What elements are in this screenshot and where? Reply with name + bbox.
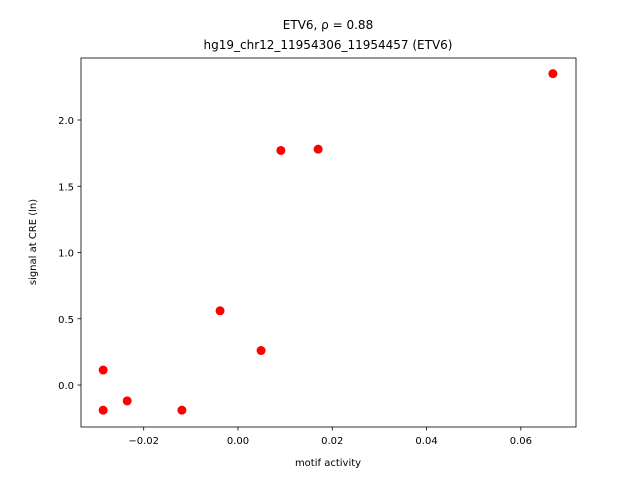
x-tick-label: 0.00 [227, 436, 249, 447]
point [276, 145, 286, 155]
chart-title: ETV6, ρ = 0.88 [283, 18, 373, 32]
point [177, 405, 187, 415]
point [98, 365, 108, 375]
y-tick-label: 2.0 [58, 116, 74, 127]
point [215, 306, 225, 316]
x-tick-label: 0.02 [321, 436, 343, 447]
y-tick-label: 0.0 [58, 381, 74, 392]
x-tick-label: −0.02 [128, 436, 159, 447]
point [122, 396, 132, 406]
x-tick-label: 0.06 [510, 436, 532, 447]
plot-frame [80, 57, 577, 428]
chart-subtitle: hg19_chr12_11954306_11954457 (ETV6) [204, 38, 453, 52]
y-tick-label: 1.0 [58, 249, 74, 260]
point [313, 144, 323, 154]
point [548, 69, 558, 79]
point [98, 405, 108, 415]
point [256, 346, 266, 356]
x-axis-label: motif activity [295, 458, 361, 469]
y-tick-label: 0.5 [58, 315, 74, 326]
y-tick-label: 1.5 [58, 182, 74, 193]
y-axis-label: signal at CRE (ln) [28, 199, 39, 285]
x-tick-label: 0.04 [415, 436, 437, 447]
